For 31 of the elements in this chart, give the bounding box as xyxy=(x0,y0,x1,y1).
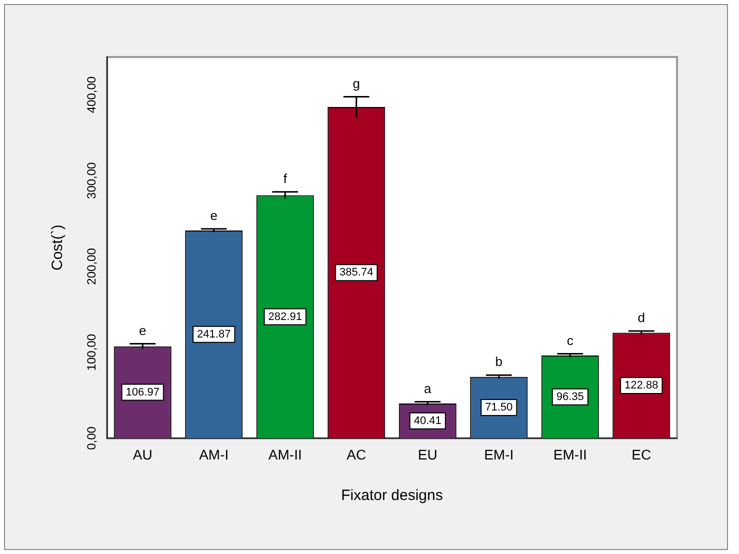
annotation: g xyxy=(352,76,360,91)
x-tick-label: EM-I xyxy=(484,446,514,462)
y-tick-label: 300,00 xyxy=(84,162,98,199)
data-label: 282.91 xyxy=(268,310,302,323)
x-tick-label: EC xyxy=(632,446,652,462)
annotation: b xyxy=(495,354,502,370)
x-tick-label: AM-I xyxy=(199,446,229,462)
data-label: 385.74 xyxy=(340,266,374,279)
annotation: e xyxy=(210,208,218,223)
annotation: c xyxy=(566,332,574,348)
annotation: d xyxy=(638,310,645,326)
y-tick-label: 0,00 xyxy=(84,426,98,450)
y-axis-title: Cost(`) xyxy=(49,224,66,271)
x-axis-title: Fixator designs xyxy=(341,487,443,504)
x-tick-label: AM-II xyxy=(268,446,302,462)
data-label: 96.35 xyxy=(556,390,584,403)
x-tick-label: EU xyxy=(418,446,438,462)
y-tick-label: 100,00 xyxy=(84,334,98,371)
x-tick-label: EM-II xyxy=(553,446,587,462)
data-label: 71.50 xyxy=(485,402,513,414)
x-tick-label: AU xyxy=(132,446,152,462)
annotation: f xyxy=(283,170,288,186)
data-label: 40.41 xyxy=(414,414,442,427)
annotation: a xyxy=(424,380,432,396)
data-label: 106.97 xyxy=(126,386,160,398)
y-tick-label: 400,00 xyxy=(84,76,98,114)
data-label: 122.88 xyxy=(624,379,658,392)
annotation: e xyxy=(139,322,146,338)
x-tick-label: AC xyxy=(346,446,366,462)
y-tick-label: 200,00 xyxy=(84,248,98,285)
data-label: 241.87 xyxy=(197,328,231,340)
